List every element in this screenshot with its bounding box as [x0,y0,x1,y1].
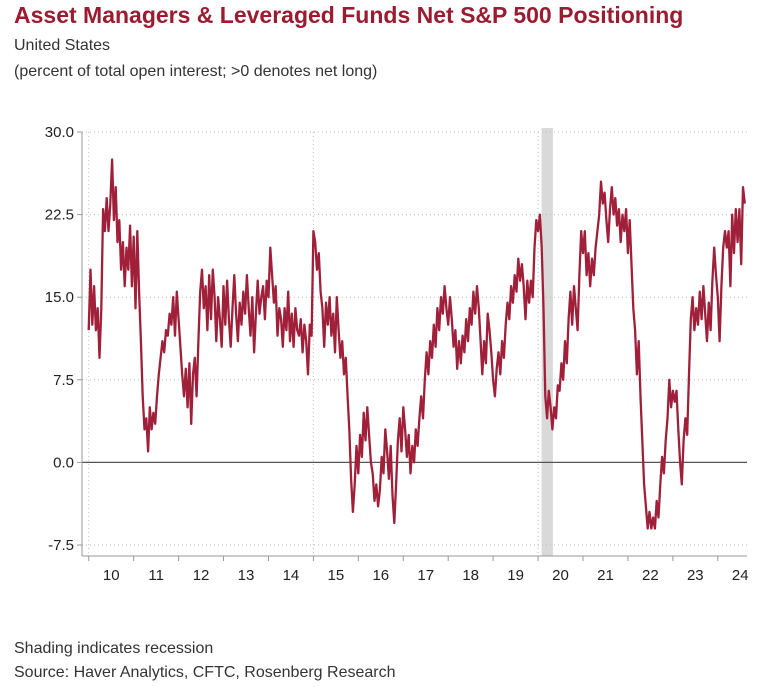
gridlines [82,131,747,556]
y-tick-labels: 30.0 22.5 15.0 7.5 0.0 -7.5 [45,124,74,554]
y-tick-label-5: -7.5 [48,537,74,554]
x-tick-label-8: 18 [462,567,479,584]
recession-note: Shading indicates recession [14,640,214,657]
x-tick-label-0: 10 [103,567,120,584]
recession-shading-layer [541,128,553,556]
x-tick-label-4: 14 [283,567,300,584]
x-tick-labels: 10 11 12 13 14 15 16 17 18 19 20 21 22 23 24 [103,567,749,584]
y-tick-label-3: 7.5 [53,372,74,389]
x-tick-label-7: 17 [417,567,434,584]
y-tick-label-2: 15.0 [45,289,74,306]
x-tick-label-11: 21 [597,567,614,584]
x-tick-label-14: 24 [732,567,749,584]
series-layer [87,158,746,530]
x-tick-label-1: 11 [148,567,164,584]
x-tick-label-3: 13 [238,567,255,584]
x-tick-label-13: 23 [687,567,704,584]
chart-title: Asset Managers & Leveraged Funds Net S&P… [14,2,684,28]
x-tick-label-9: 19 [507,567,524,584]
recession-band-0 [541,128,553,556]
source-note: Source: Haver Analytics, CFTC, Rosenberg… [14,664,396,681]
x-tick-label-6: 16 [372,567,389,584]
axes [77,131,747,561]
x-tick-label-5: 15 [328,567,345,584]
series-line-0 [87,158,746,530]
x-tick-label-12: 22 [642,567,659,584]
chart-units-note: (percent of total open interest; >0 deno… [14,63,378,80]
x-tick-label-2: 12 [193,567,210,584]
y-tick-label-0: 30.0 [45,124,74,141]
y-tick-label-4: 0.0 [53,454,74,471]
y-tick-label-1: 22.5 [45,207,74,224]
x-tick-label-10: 20 [552,567,569,584]
chart-subtitle: United States [14,37,111,54]
